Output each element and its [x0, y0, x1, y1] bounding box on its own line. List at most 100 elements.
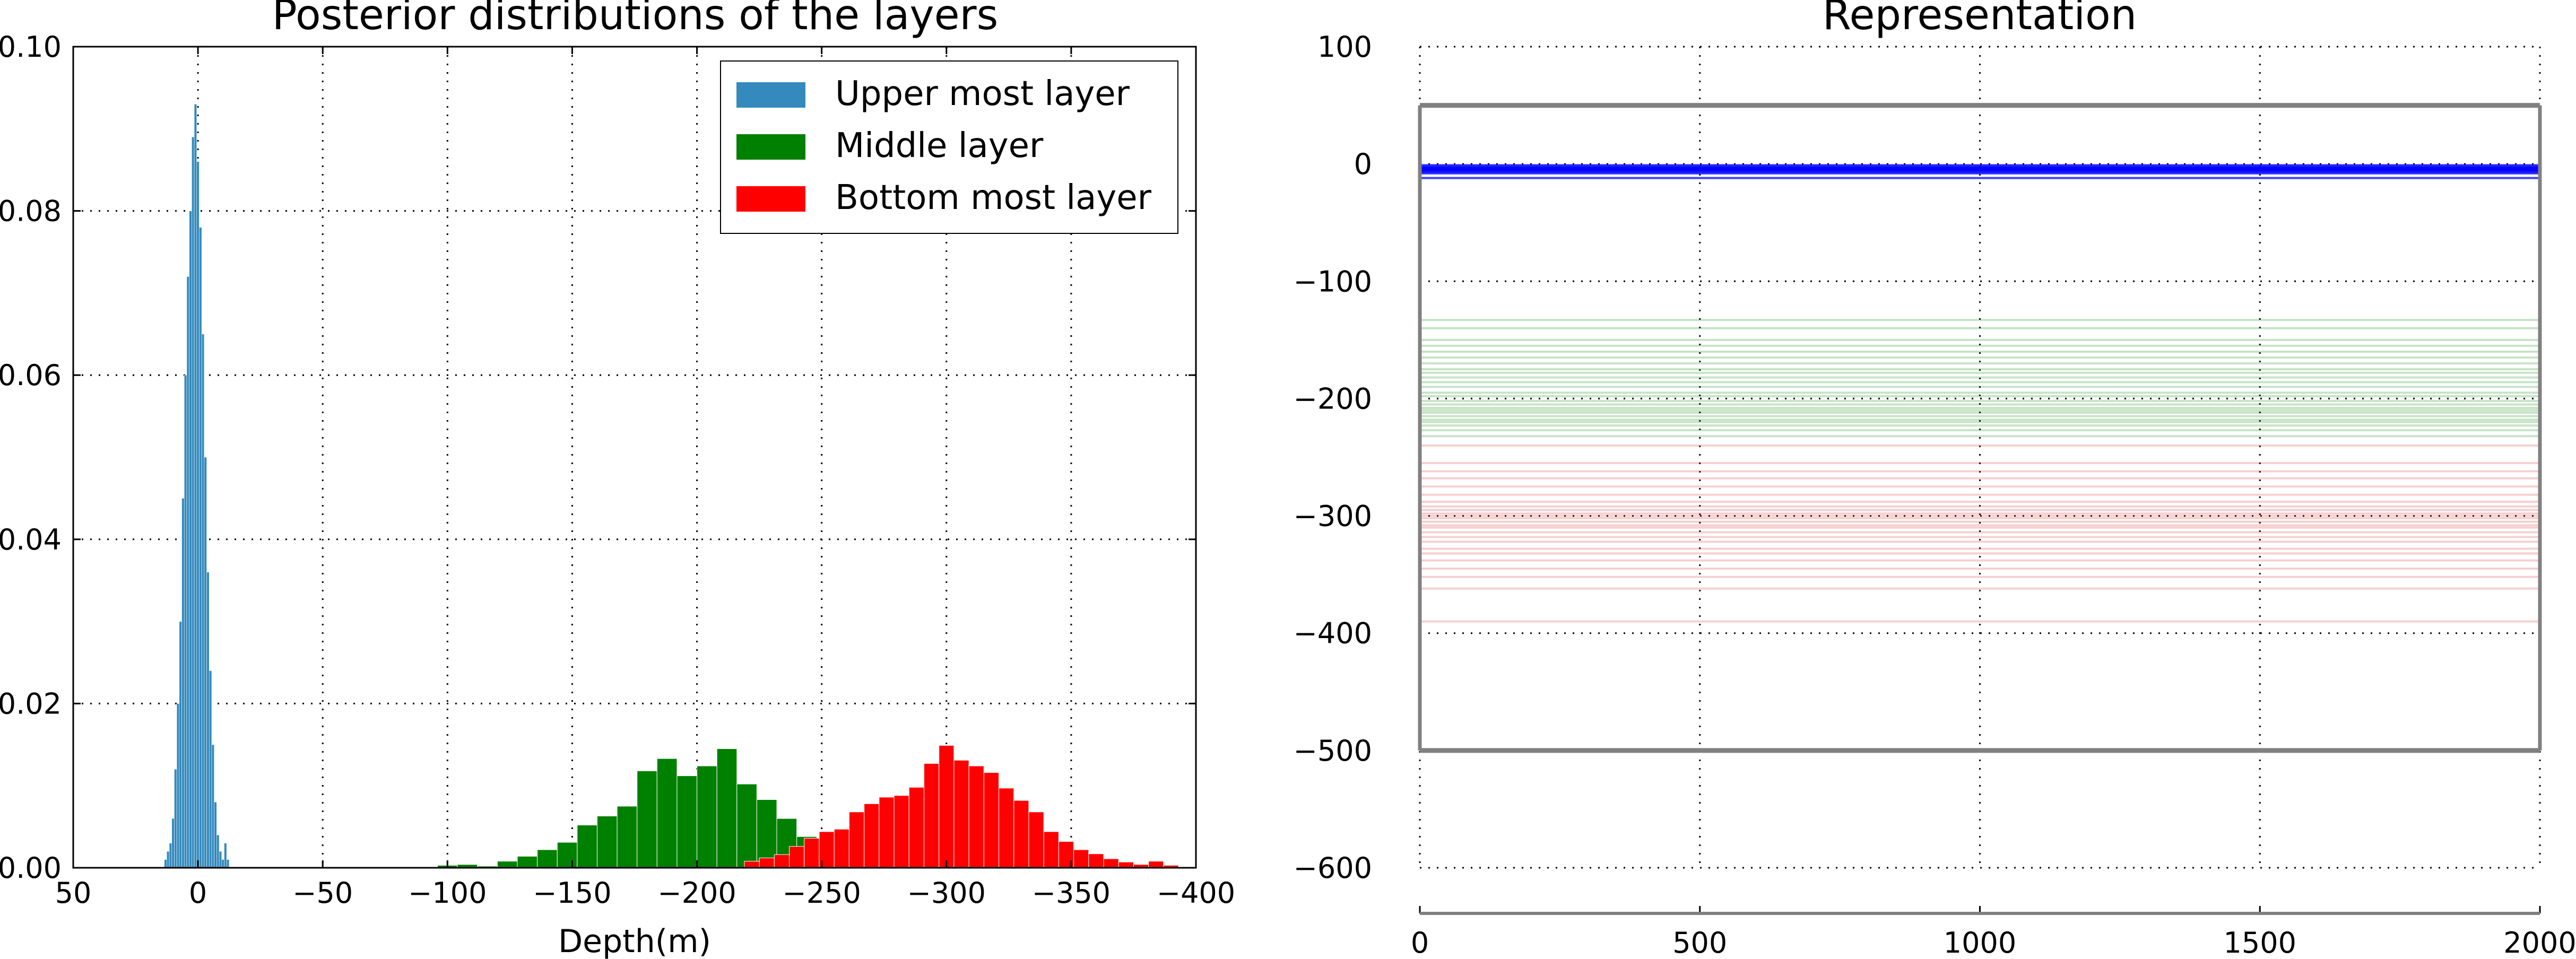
histogram-bar — [656, 758, 678, 868]
histogram-bar — [848, 812, 865, 868]
histogram-x-axis-label: Depth(m) — [558, 923, 711, 959]
histogram-bar — [1148, 861, 1164, 868]
representation-lines — [1418, 103, 2542, 753]
histogram-title: Posterior distributions of the layers — [272, 0, 999, 39]
representation-x-tick-label: 0 — [1411, 926, 1429, 959]
histogram-bar — [697, 765, 717, 868]
representation-x-tick-label: 2000 — [2503, 926, 2576, 959]
histogram-bar — [164, 859, 167, 868]
representation-x-tick-label: 1500 — [2224, 926, 2296, 959]
histogram-bar — [908, 787, 924, 868]
histogram-bar — [169, 843, 172, 868]
histogram-x-tick-label: 50 — [55, 876, 92, 910]
histogram-bar — [219, 851, 222, 868]
histogram-bar — [1013, 800, 1029, 868]
legend-swatch-upper — [736, 82, 805, 108]
histogram-x-tick-label: −250 — [783, 876, 861, 910]
histogram-bar — [834, 829, 849, 868]
histogram-bar — [1103, 858, 1119, 868]
histogram-bar — [211, 744, 214, 868]
representation-y-tick-label: −100 — [1294, 265, 1372, 298]
histogram-bar — [716, 748, 738, 868]
histogram-y-tick-label: 0.00 — [0, 851, 62, 885]
histogram-bar — [923, 763, 940, 868]
histogram-bar — [756, 799, 777, 868]
histogram-bar — [201, 334, 205, 868]
histogram-bar — [879, 797, 895, 868]
representation-panel: Representation 0 500 1000 1500 2000 1000−100… — [1294, 0, 2576, 959]
histogram-bar — [221, 859, 224, 868]
histogram-bar — [1088, 853, 1104, 868]
histogram-bar — [637, 770, 657, 868]
histogram-bar — [894, 795, 909, 868]
histogram-y-ticks: 0.00 0.02 0.04 0.06 0.08 0.10 — [0, 30, 1196, 885]
histogram-bar — [789, 846, 805, 868]
histogram-bar — [953, 760, 969, 868]
histogram-bar — [204, 457, 207, 868]
histogram-bar — [196, 161, 200, 868]
histogram-bar — [676, 775, 698, 868]
histogram-bar — [179, 621, 182, 868]
representation-y-tick-label: −300 — [1294, 500, 1372, 533]
legend-label-middle: Middle layer — [835, 126, 1044, 165]
representation-x-tick-label: 500 — [1672, 926, 1727, 959]
histogram-bar — [181, 498, 185, 868]
histogram-bar — [214, 801, 217, 868]
legend-label-upper: Upper most layer — [835, 74, 1130, 114]
representation-x-ticks: 0 500 1000 1500 2000 — [1411, 906, 2576, 959]
histogram-y-tick-label: 0.08 — [0, 195, 62, 228]
histogram-x-tick-label: −400 — [1157, 876, 1235, 910]
histogram-bar — [184, 374, 187, 868]
histogram-bar — [216, 834, 220, 868]
legend-swatch-bottom — [736, 186, 805, 212]
histogram-x-tick-label: −100 — [408, 876, 487, 910]
histogram-bar — [1073, 849, 1089, 868]
histogram-bar — [192, 136, 195, 868]
histogram-bar — [557, 842, 578, 868]
histogram-x-ticks: 50 0 −50 −100 −150 −200 −250 −300 −350 −400 — [55, 47, 1235, 910]
histogram-bar — [497, 861, 518, 868]
histogram-bar — [199, 227, 202, 868]
representation-series-1 — [1420, 319, 2540, 438]
histogram-bar — [186, 276, 189, 868]
histogram-bar — [1118, 861, 1134, 868]
histogram-bar — [176, 703, 180, 868]
histogram-bar — [744, 861, 760, 868]
histogram-y-tick-label: 0.10 — [0, 30, 62, 64]
histogram-bar — [174, 769, 177, 868]
histogram-x-tick-label: −150 — [533, 876, 611, 910]
histogram-bar — [189, 211, 192, 868]
legend-swatch-middle — [736, 134, 805, 160]
representation-series-0 — [1420, 164, 2540, 179]
representation-x-tick-label: 1000 — [1944, 926, 2016, 959]
histogram-bar — [999, 788, 1014, 868]
histogram-bar — [224, 843, 227, 868]
representation-y-tick-label: 0 — [1354, 147, 1372, 181]
histogram-y-tick-label: 0.06 — [0, 359, 62, 392]
histogram-panel: Posterior distributions of the layers 50… — [0, 0, 1235, 959]
histogram-bar — [537, 849, 558, 868]
legend-label-bottom: Bottom most layer — [835, 178, 1152, 217]
histogram-bar — [171, 818, 175, 868]
histogram-x-tick-label: −50 — [292, 876, 353, 910]
representation-y-tick-label: −500 — [1294, 734, 1372, 768]
representation-y-tick-label: 100 — [1317, 30, 1372, 64]
histogram-legend: Upper most layer Middle layer Bottom mos… — [720, 60, 1178, 234]
histogram-bar — [759, 857, 775, 868]
representation-y-tick-label: −400 — [1294, 617, 1372, 650]
histogram-bar — [596, 815, 618, 868]
representation-series-2 — [1420, 444, 2540, 623]
representation-y-tick-label: −600 — [1294, 851, 1372, 885]
representation-title: Representation — [1823, 0, 2137, 39]
representation-y-tick-label: −200 — [1294, 382, 1372, 415]
histogram-bar — [864, 803, 880, 868]
histogram-bar — [167, 851, 170, 868]
histogram-bar — [577, 825, 597, 868]
histogram-x-tick-label: −350 — [1032, 876, 1111, 910]
histogram-y-tick-label: 0.04 — [0, 523, 62, 556]
histogram-bar — [939, 745, 955, 868]
histogram-bar — [736, 783, 757, 868]
histogram-bar — [617, 806, 638, 868]
histogram-x-tick-label: −300 — [907, 876, 986, 910]
